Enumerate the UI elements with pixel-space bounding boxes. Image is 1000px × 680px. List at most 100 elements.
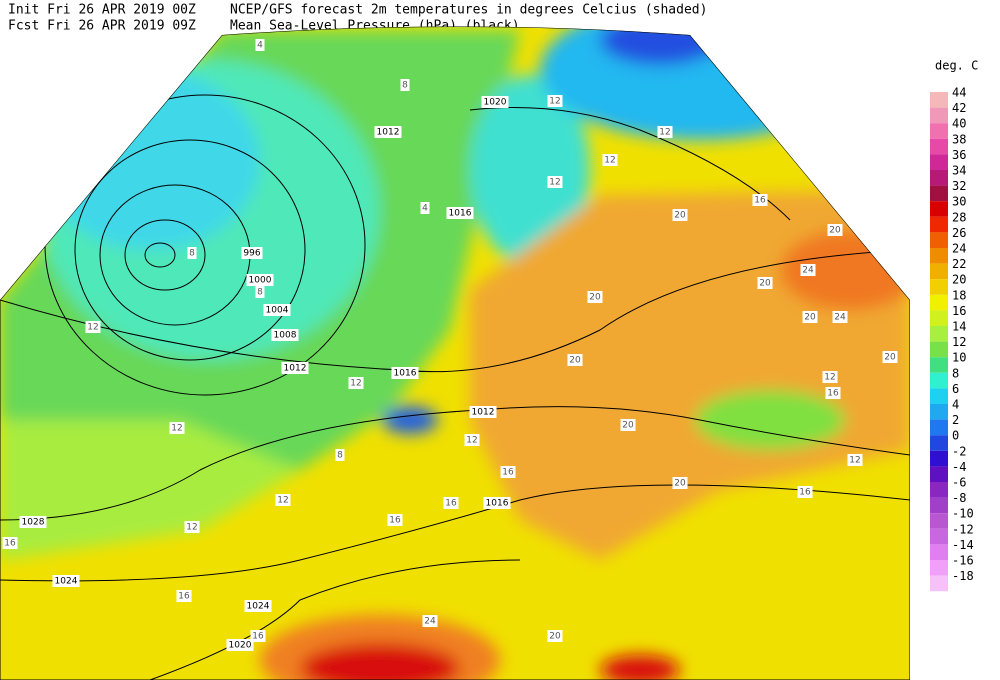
iberia-zone: [0, 420, 300, 560]
temperature-label: 16: [4, 539, 16, 549]
legend-label: -16: [952, 554, 974, 568]
isobar-label: 1000: [249, 276, 272, 286]
temperature-label: 20: [622, 421, 634, 431]
temperature-label: 12: [549, 97, 560, 107]
temperature-label-box: [187, 247, 197, 259]
legend-swatch: [930, 372, 948, 389]
forecast-time: Fcst Fri 26 APR 2019 09Z: [8, 19, 196, 34]
legend-swatch: [930, 248, 948, 264]
temperature-label-box: [847, 454, 863, 466]
temperature-label: 20: [674, 211, 686, 221]
legend-swatch: [930, 575, 948, 592]
temperature-label: 20: [674, 479, 686, 489]
legend-label: 0: [952, 429, 959, 443]
temperature-label: 12: [604, 156, 615, 166]
temperature-label: 12: [659, 128, 670, 138]
temperature-label: 8: [337, 451, 343, 461]
temperature-label: 12: [466, 436, 477, 446]
legend-label: 16: [952, 304, 966, 318]
isobar-label: 996: [243, 249, 260, 259]
legend-label: -4: [952, 460, 966, 474]
temperature-label-box: [567, 354, 583, 366]
isobar-label: 1020: [484, 98, 507, 108]
temperature-label: 16: [827, 389, 839, 399]
colorbar: 4442403836343230282624222018161412108642…: [930, 86, 974, 592]
temperature-label-box: [882, 351, 898, 363]
legend-swatch: [930, 435, 948, 451]
temperature-label-box: [620, 419, 636, 431]
temperature-label-box: [422, 615, 438, 627]
temperature-label-box: [587, 291, 603, 303]
temperature-label: 24: [834, 313, 846, 323]
legend-unit: deg. C: [935, 59, 978, 73]
legend-swatch: [930, 528, 948, 545]
isobar-label-box: [281, 362, 309, 374]
temperature-label-box: [443, 497, 459, 509]
isobar-label: 1028: [22, 518, 45, 528]
temperature-label: 16: [502, 468, 514, 478]
libya-hot: [600, 655, 680, 680]
temperature-label-box: [547, 176, 563, 188]
temperature-label-box: [420, 202, 430, 214]
temperature-label: 24: [802, 266, 814, 276]
temperature-label-box: [547, 630, 563, 642]
north-cold: [540, 26, 860, 140]
legend-swatch: [930, 466, 948, 482]
isobar-label: 1008: [274, 331, 297, 341]
temperature-label-box: [464, 434, 480, 446]
temperature-label-box: [2, 537, 18, 549]
temperature-label: 20: [549, 632, 561, 642]
temperature-label: 12: [824, 373, 835, 383]
legend-label: 24: [952, 242, 966, 256]
legend-label: -8: [952, 491, 966, 505]
temperature-label-box: [657, 126, 673, 138]
temperature-label-box: [672, 209, 688, 221]
legend-label: 2: [952, 413, 959, 427]
temperature-label-box: [85, 321, 101, 333]
legend-label: 30: [952, 195, 966, 209]
temperature-label-box: [672, 477, 688, 489]
legend-swatch: [930, 357, 948, 373]
legend-label: -18: [952, 569, 974, 583]
temperature-label-box: [176, 590, 192, 602]
legend-label: 8: [952, 366, 959, 380]
legend-label: -10: [952, 507, 974, 521]
legend-swatch: [930, 482, 948, 498]
isobar-label: 1012: [472, 408, 495, 418]
legend-label: 22: [952, 257, 966, 271]
black-sea: [695, 390, 845, 450]
legend-label: 14: [952, 320, 966, 334]
map-title: NCEP/GFS forecast 2m temperatures in deg…: [230, 3, 707, 18]
temperature-label: 8: [402, 81, 408, 91]
temperature-label: 16: [445, 499, 457, 509]
isobar-label: 1016: [486, 499, 509, 509]
isobar-label: 1004: [266, 306, 289, 316]
temperature-label-box: [184, 521, 200, 533]
temperature-label-box: [602, 154, 618, 166]
isobar-label-box: [446, 207, 474, 219]
isobar-label-box: [241, 247, 263, 259]
legend-label: 36: [952, 148, 966, 162]
temperature-label-box: [832, 311, 848, 323]
africa-hot: [300, 643, 460, 680]
cold-pool: [40, 70, 260, 250]
legend-label: 38: [952, 132, 966, 146]
temperature-label: 12: [87, 323, 98, 333]
temperature-label: 20: [804, 313, 816, 323]
legend-swatch: [930, 107, 948, 124]
temperature-label: 16: [252, 632, 264, 642]
legend-swatch: [930, 92, 948, 108]
isobar-label: 1024: [247, 602, 270, 612]
temperature-label-box: [800, 264, 816, 276]
temperature-label-box: [275, 494, 291, 506]
north-coldest: [600, 26, 720, 65]
legend-label: 6: [952, 382, 959, 396]
legend-label: 28: [952, 210, 966, 224]
legend-label: -12: [952, 522, 974, 536]
temperature-label: 8: [257, 288, 263, 298]
isobar-label-box: [52, 575, 80, 587]
legend-label: -6: [952, 476, 966, 490]
isobar-label-box: [374, 126, 402, 138]
temperature-label-box: [752, 194, 768, 206]
